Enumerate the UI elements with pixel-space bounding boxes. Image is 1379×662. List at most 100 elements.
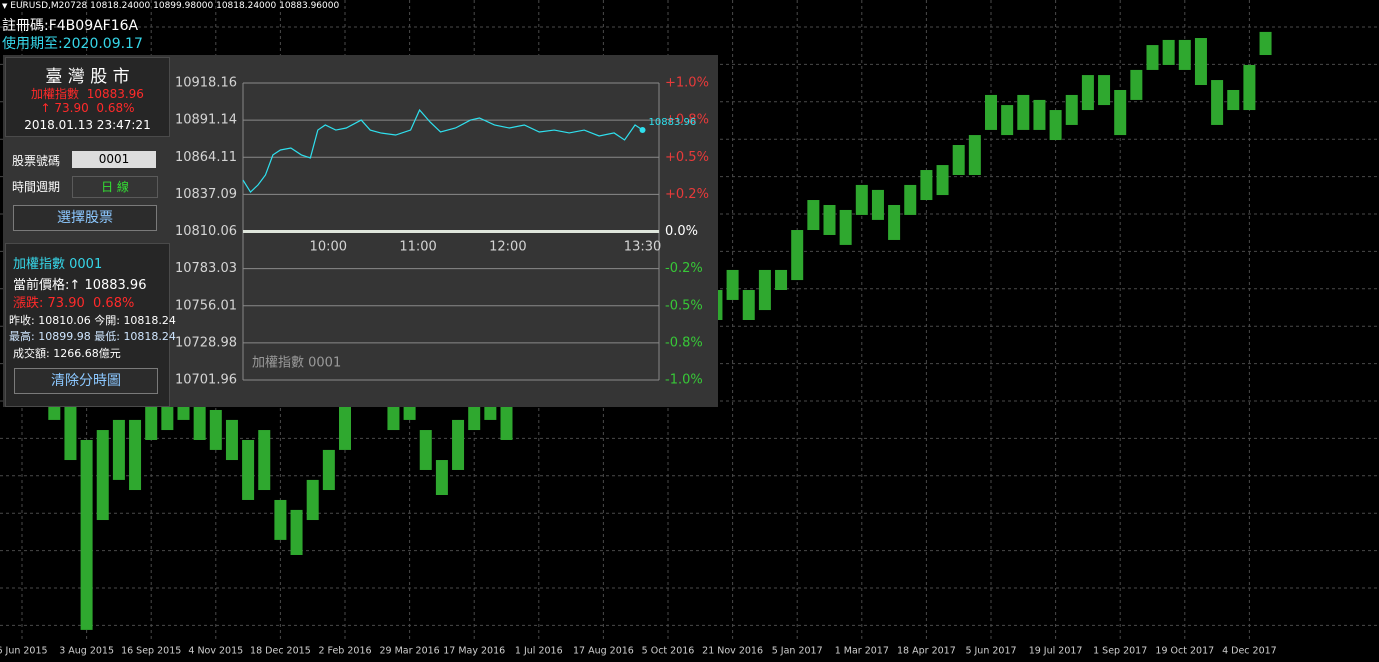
price-bar: [1211, 80, 1224, 125]
x-tick-label: 1 Mar 2017: [835, 646, 889, 657]
price-line: 當前價格:↑ 10883.96: [13, 274, 146, 293]
price-bar: [209, 409, 222, 450]
price-bar: [1081, 75, 1094, 111]
turnover: 1266.68億元: [53, 347, 121, 360]
x-tick-label: 1 Sep 2017: [1093, 646, 1147, 657]
code-label: 股票號碼: [12, 154, 61, 168]
price-bar: [871, 189, 884, 220]
x-tick-label: 4 Nov 2015: [188, 646, 243, 657]
change-arrow: ↑: [40, 101, 51, 115]
price-bar: [322, 449, 335, 491]
x-tick-label: 16 Sep 2015: [121, 646, 181, 657]
turnover-line: 成交額: 1266.68億元: [13, 345, 121, 361]
price-bar: [985, 94, 997, 130]
price-bar: [888, 204, 901, 240]
dropdown-icon[interactable]: ▼: [2, 2, 8, 10]
price-bar: [952, 145, 965, 175]
price-bar: [80, 439, 93, 630]
price-bar: [435, 460, 448, 495]
prev-close: 10810.06: [38, 314, 91, 327]
x-tick-label: 4 Dec 2017: [1222, 646, 1277, 657]
x-tick-label: 1 Jul 2016: [515, 646, 563, 657]
open: 10818.24: [123, 314, 176, 327]
price-bar: [387, 400, 400, 431]
x-tick-label: 19 Jul 2017: [1029, 646, 1083, 657]
select-button[interactable]: 選擇股票: [13, 205, 157, 231]
turnover-label: 成交額:: [13, 347, 50, 360]
high-label: 最高:: [9, 330, 35, 343]
x-tick-label: 29 Mar 2016: [379, 646, 439, 657]
change: 73.90: [47, 296, 85, 311]
change-line: 漲跌: 73.90 0.68%: [13, 292, 134, 311]
range-line: 最高: 10899.98 最低: 10818.24: [9, 328, 176, 344]
price-bar: [419, 430, 432, 470]
code-input[interactable]: 0001: [72, 151, 156, 168]
x-tick-label: 5 Oct 2016: [642, 646, 695, 657]
prev-close-label: 昨收:: [9, 314, 35, 327]
change-pct: 0.68%: [96, 101, 135, 115]
market-box: 臺 灣 股 市 加權指數 10883.96 ↑ 73.90 0.68% 2018…: [5, 57, 170, 137]
period-select[interactable]: 日 線: [72, 176, 158, 198]
price-bar: [225, 419, 238, 461]
expiry: 使用期至:2020.09.17: [2, 36, 143, 52]
symbol-header: ▼ EURUSD,M20728 10818.24000 10899.98000 …: [2, 1, 339, 11]
price-bar: [904, 184, 917, 215]
price-bar: [775, 269, 788, 291]
open-label: 今開:: [94, 314, 120, 327]
index-name: 加權指數: [31, 87, 80, 101]
price-bar: [1114, 89, 1127, 136]
price-bar: [1098, 75, 1111, 106]
index-line: 加權指數 10883.96: [6, 85, 169, 102]
price-bar: [1049, 110, 1062, 141]
price-bar: [1227, 89, 1240, 111]
price-arrow: ↑: [69, 278, 81, 293]
low-label: 最低:: [94, 330, 120, 343]
price-bar: [823, 204, 836, 235]
price-bar: [96, 430, 109, 521]
x-tick-label: 2 Feb 2016: [318, 646, 371, 657]
symbol-line: EURUSD,M20728 10818.24000 10899.98000 10…: [10, 1, 340, 11]
price: 10883.96: [84, 278, 147, 293]
price-bar: [64, 400, 77, 461]
price-bar: [1146, 45, 1159, 70]
price-bar: [274, 499, 287, 540]
index-value: 10883.96: [86, 87, 144, 101]
x-tick-label: 5 Jan 2017: [772, 646, 823, 657]
price-bar: [839, 209, 852, 245]
x-tick-label: 18 Dec 2015: [250, 646, 311, 657]
price-bar: [1001, 105, 1014, 136]
price-bar: [855, 184, 868, 215]
x-tick-label: 5 Jun 2017: [965, 646, 1016, 657]
price-bar: [468, 400, 481, 431]
clear-button[interactable]: 清除分時圖: [14, 368, 158, 394]
price-label: 當前價格:: [13, 278, 70, 293]
price-bar: [145, 400, 158, 440]
price-bar: [968, 135, 981, 175]
period-label: 時間週期: [12, 180, 61, 194]
registration: 註冊碼:F4B09AF16A: [2, 18, 139, 34]
change: 73.90: [54, 101, 89, 115]
high: 10899.98: [38, 330, 91, 343]
price-bar: [242, 439, 255, 500]
x-tick-label: 6 Jun 2015: [0, 646, 48, 657]
x-tick-label: 21 Nov 2016: [702, 646, 763, 657]
price-bar: [1194, 38, 1207, 86]
x-tick-label: 17 Aug 2016: [573, 646, 634, 657]
price-bar: [1033, 99, 1046, 130]
info-title: 加權指數 0001: [13, 257, 103, 272]
info-box: 加權指數 0001 當前價格:↑ 10883.96 漲跌: 73.90 0.68…: [5, 243, 176, 407]
x-tick-label: 17 May 2016: [443, 646, 505, 657]
x-tick-label: 19 Oct 2017: [1155, 646, 1214, 657]
price-bar: [1178, 39, 1191, 70]
price-bar: [258, 430, 271, 491]
price-bar: [791, 230, 804, 281]
price-bar: [112, 419, 125, 480]
price-bar: [1259, 31, 1272, 56]
price-bar: [742, 290, 755, 320]
x-tick-label: 3 Aug 2015: [59, 646, 114, 657]
change-label: 漲跌:: [13, 296, 44, 311]
x-tick-label: 18 Apr 2017: [897, 646, 956, 657]
price-bar: [1243, 64, 1256, 111]
